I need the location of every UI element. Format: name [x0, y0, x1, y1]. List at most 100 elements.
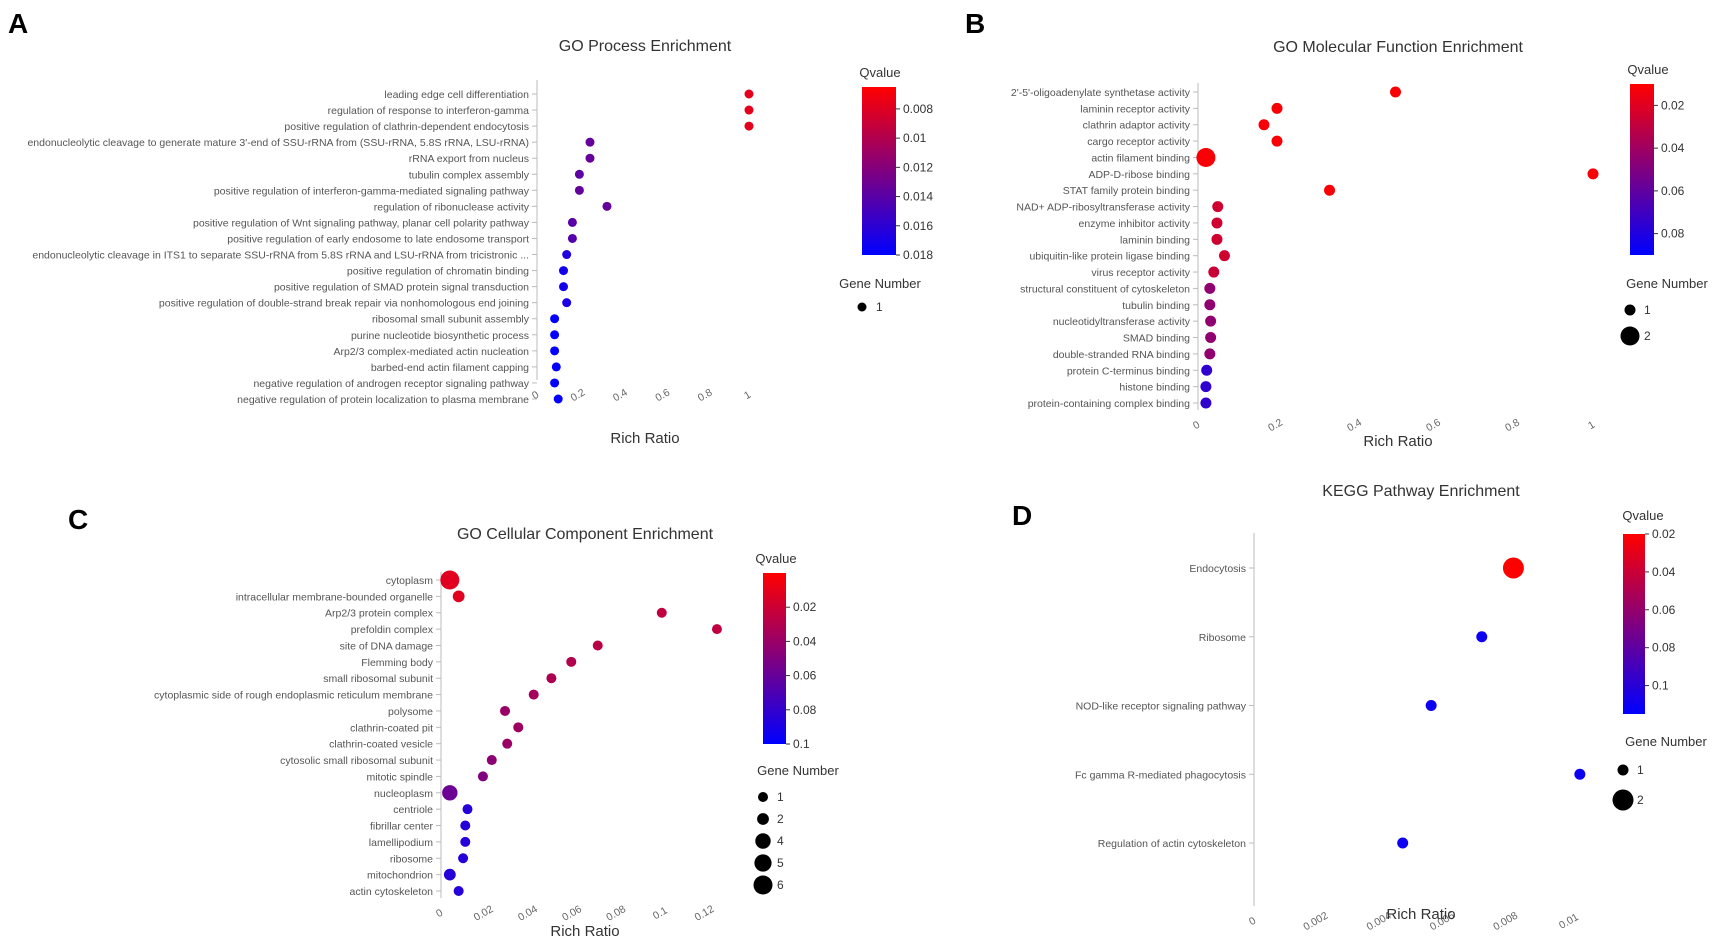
category-label: nucleoplasm	[374, 788, 433, 800]
category-label: STAT family protein binding	[1063, 185, 1190, 197]
chart-title: GO Cellular Component Enrichment	[457, 526, 714, 543]
category-label: cargo receptor activity	[1087, 136, 1190, 148]
qvalue-tick-label: 0.08	[1661, 227, 1685, 241]
gene-number-legend-title: Gene Number	[757, 763, 839, 778]
data-point	[553, 394, 563, 404]
data-point	[1200, 381, 1212, 393]
data-point	[574, 185, 584, 195]
gene-number-legend-marker	[1612, 789, 1634, 811]
category-label: endonucleolytic cleavage in ITS1 to sepa…	[32, 250, 529, 262]
gene-number-legend-marker	[754, 854, 772, 872]
data-point	[1200, 397, 1212, 409]
data-point	[559, 282, 568, 292]
category-label: cytoplasmic side of rough endoplasmic re…	[154, 690, 433, 702]
data-point	[551, 362, 561, 372]
category-label: Ribosome	[1199, 632, 1246, 644]
category-label: mitotic spindle	[366, 771, 433, 783]
x-axis-title: Rich Ratio	[1386, 906, 1455, 923]
x-axis-title: Rich Ratio	[550, 923, 619, 940]
data-point	[592, 640, 603, 651]
gene-number-legend-label: 1	[1637, 763, 1644, 777]
category-label: Endocytosis	[1189, 563, 1246, 575]
category-label: small ribosomal subunit	[323, 673, 433, 685]
qvalue-tick-label: 0.1	[793, 737, 810, 751]
category-label: barbed-end actin filament capping	[371, 362, 529, 374]
data-point	[1201, 364, 1213, 376]
category-label: actin filament binding	[1091, 152, 1190, 164]
category-label: SMAD binding	[1123, 333, 1190, 345]
qvalue-tick-label: 0.02	[1652, 527, 1676, 541]
category-label: fibrillar center	[370, 821, 434, 833]
category-label: protein-containing complex binding	[1028, 398, 1190, 410]
category-label: positive regulation of clathrin-dependen…	[284, 121, 529, 133]
category-label: negative regulation of protein localizat…	[237, 394, 529, 406]
data-point	[1212, 201, 1224, 213]
data-point	[440, 570, 460, 590]
category-label: tubulin complex assembly	[409, 169, 530, 181]
category-label: actin cytoskeleton	[350, 886, 434, 898]
category-label: rRNA export from nucleus	[409, 153, 529, 165]
gene-number-legend-marker	[857, 302, 867, 312]
data-point	[1425, 700, 1437, 711]
data-point	[585, 153, 595, 163]
category-label: lamellipodium	[369, 837, 433, 849]
data-point	[550, 330, 560, 340]
data-point	[562, 298, 572, 308]
category-label: Arp2/3 complex-mediated actin nucleation	[333, 346, 529, 358]
data-point	[460, 820, 471, 831]
data-point	[602, 201, 612, 211]
category-label: leading edge cell differentiation	[384, 89, 529, 101]
data-point	[711, 624, 722, 635]
category-label: positive regulation of double-strand bre…	[159, 298, 529, 310]
data-point	[1271, 135, 1283, 147]
data-point	[1204, 299, 1216, 311]
gene-number-legend-label: 4	[777, 834, 784, 848]
category-label: Regulation of actin cytoskeleton	[1098, 838, 1246, 850]
data-point	[567, 217, 577, 227]
category-label: protein C-terminus binding	[1067, 365, 1190, 377]
qvalue-color-bar	[1630, 84, 1654, 255]
data-point	[1390, 86, 1401, 98]
data-point	[1211, 233, 1223, 245]
gene-number-legend-marker	[753, 875, 773, 895]
data-point	[452, 590, 465, 603]
qvalue-tick-label: 0.02	[793, 600, 817, 614]
data-point	[1502, 557, 1524, 579]
data-point	[1587, 168, 1599, 180]
category-label: ADP-D-ribose binding	[1088, 169, 1190, 181]
qvalue-tick-label: 0.01	[903, 131, 927, 145]
data-point	[550, 346, 560, 356]
qvalue-tick-label: 0.06	[793, 669, 817, 683]
category-label: positive regulation of early endosome to…	[227, 233, 529, 245]
x-tick-label: 1	[742, 389, 753, 402]
category-label: histone binding	[1119, 382, 1190, 394]
panel-letter: C	[68, 504, 88, 535]
category-label: positive regulation of SMAD protein sign…	[274, 282, 529, 294]
qvalue-color-bar	[862, 87, 896, 255]
data-point	[656, 607, 667, 618]
data-point	[462, 804, 473, 815]
data-point	[458, 853, 469, 864]
gene-number-legend-label: 1	[1644, 303, 1651, 317]
gene-number-legend-title: Gene Number	[1626, 276, 1708, 291]
category-label: mitochondrion	[367, 870, 433, 882]
category-label: nucleotidyltransferase activity	[1053, 316, 1191, 328]
data-point	[486, 755, 497, 766]
data-point	[460, 836, 471, 847]
data-point	[1574, 768, 1586, 780]
category-label: NOD-like receptor signaling pathway	[1076, 701, 1247, 713]
category-label: double-stranded RNA binding	[1053, 349, 1190, 361]
qvalue-legend-title: Qvalue	[1622, 508, 1663, 523]
chart-title: GO Process Enrichment	[559, 38, 732, 55]
category-label: prefoldin complex	[351, 624, 434, 636]
category-label: cytoplasm	[386, 575, 434, 587]
category-label: structural constituent of cytoskeleton	[1020, 283, 1190, 295]
gene-number-legend-marker	[1620, 326, 1640, 346]
category-label: clathrin adaptor activity	[1083, 120, 1191, 132]
data-point	[550, 314, 560, 324]
qvalue-tick-label: 0.04	[1661, 141, 1685, 155]
category-label: centriole	[393, 804, 433, 816]
data-point	[500, 705, 511, 716]
panel-a: A GO Process Enrichment leading edge cell …	[8, 8, 933, 447]
data-point	[1204, 348, 1216, 360]
